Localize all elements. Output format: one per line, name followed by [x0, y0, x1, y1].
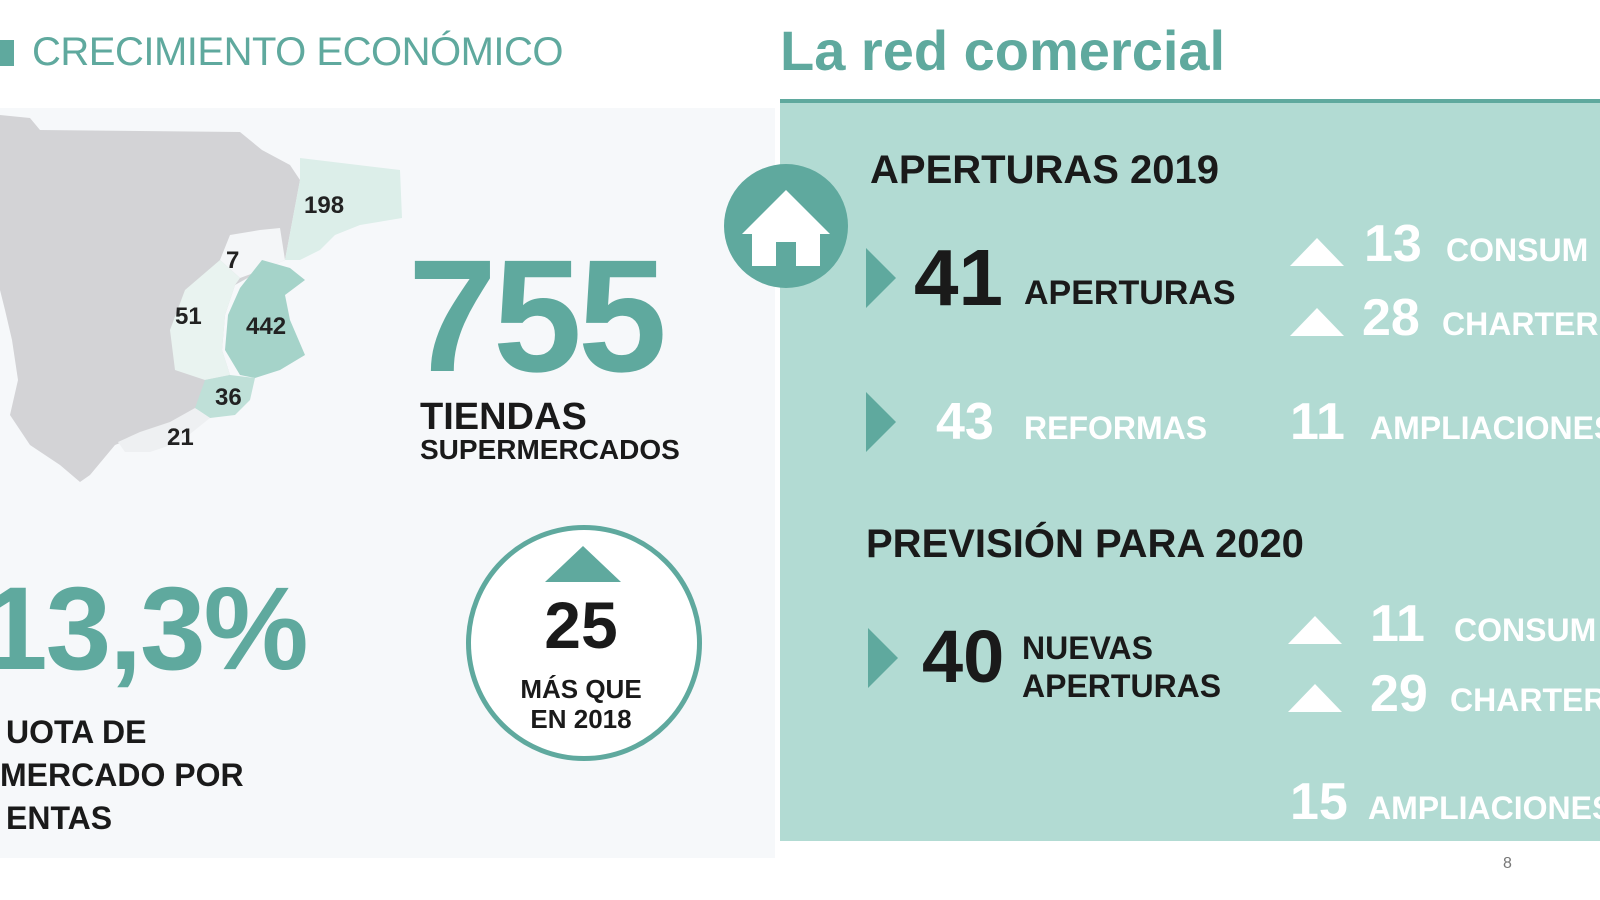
openings-2019-consum-label: CONSUM	[1446, 232, 1589, 268]
market-share-label-2: MERCADO POR	[0, 757, 244, 793]
forecast-2020-label-2: APERTURAS	[1022, 668, 1222, 704]
map-label-aragon: 7	[226, 247, 239, 274]
reforms-label: REFORMAS	[1024, 410, 1208, 446]
openings-2019-number: 41	[914, 233, 1003, 322]
forecast-expansions-label: AMPLIACIONES	[1368, 790, 1600, 826]
page-title: La red comercial	[780, 19, 1226, 82]
map-label-andalucia: 21	[167, 424, 194, 451]
stores-number: 755	[408, 226, 667, 405]
growth-label-1: MÁS QUE	[520, 674, 642, 704]
map-region-castilla	[170, 260, 240, 380]
map-region-andalucia	[118, 408, 210, 452]
openings-2019-label: APERTURAS	[1024, 274, 1236, 312]
market-share-number: 13,3%	[0, 563, 309, 695]
triangle-up-icon	[1290, 238, 1344, 266]
forecast-consum-number: 11	[1370, 595, 1425, 653]
house-icon	[742, 190, 830, 266]
growth-badge	[466, 525, 702, 761]
right-panel	[780, 103, 1600, 841]
triangle-up-icon	[1290, 308, 1344, 336]
stores-label: TIENDAS	[420, 396, 587, 438]
map-label-castilla: 51	[175, 303, 202, 330]
reforms-number: 43	[936, 393, 994, 451]
play-icon	[866, 248, 896, 308]
play-icon	[866, 392, 896, 452]
spain-map: 198 7 51 442 36 21	[0, 115, 402, 482]
expansions-2019-number: 11	[1290, 393, 1345, 451]
map-peninsula	[0, 115, 300, 482]
stores-sublabel: SUPERMERCADOS	[420, 434, 680, 465]
openings-2019-heading: APERTURAS 2019	[870, 148, 1220, 192]
triangle-up-icon	[1288, 616, 1342, 644]
map-region-murcia	[195, 375, 255, 418]
map-label-valencia: 442	[246, 313, 286, 340]
forecast-expansions-number: 15	[1290, 773, 1348, 831]
market-share-label-3: ENTAS	[6, 800, 113, 836]
growth-label-2: EN 2018	[530, 704, 632, 734]
title-divider	[780, 99, 1600, 103]
map-label-catalonia: 198	[304, 192, 344, 219]
openings-2019-charter-number: 28	[1362, 289, 1420, 347]
openings-2019-charter-label: CHARTER	[1442, 306, 1599, 342]
map-region-valencia	[225, 260, 305, 378]
forecast-charter-label: CHARTER	[1450, 682, 1600, 718]
map-region-catalonia	[285, 158, 402, 260]
triangle-up-icon	[1288, 684, 1342, 712]
map-label-murcia: 36	[215, 384, 242, 411]
openings-2019-consum-number: 13	[1364, 215, 1422, 273]
play-icon	[868, 628, 898, 688]
forecast-2020-number: 40	[922, 615, 1005, 698]
forecast-charter-number: 29	[1370, 665, 1428, 723]
triangle-up-icon	[545, 546, 621, 582]
page-number: 8	[1503, 855, 1512, 872]
forecast-2020-heading: PREVISIÓN PARA 2020	[866, 522, 1304, 566]
expansions-2019-label: AMPLIACIONES	[1370, 410, 1600, 446]
house-badge	[724, 164, 848, 288]
growth-number: 25	[544, 588, 618, 662]
forecast-2020-label-1: NUEVAS	[1022, 630, 1153, 666]
section-title: CRECIMIENTO ECONÓMICO	[32, 30, 564, 74]
market-share-label-1: UOTA DE	[6, 714, 147, 750]
forecast-consum-label: CONSUM	[1454, 612, 1597, 648]
section-marker	[0, 40, 14, 66]
